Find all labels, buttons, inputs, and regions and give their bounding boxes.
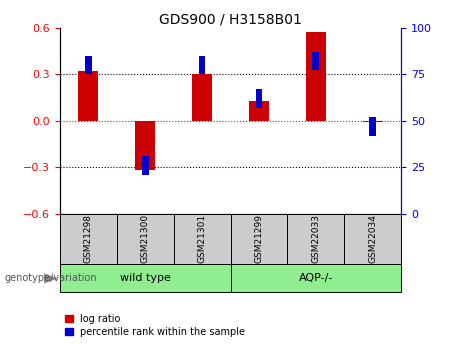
Text: GSM21301: GSM21301 <box>198 214 207 264</box>
Bar <box>85 56 92 74</box>
Bar <box>60 214 117 264</box>
Bar <box>199 56 206 74</box>
Bar <box>174 214 230 264</box>
Bar <box>344 214 401 264</box>
Bar <box>287 214 344 264</box>
Bar <box>255 89 262 108</box>
Text: wild type: wild type <box>120 273 171 283</box>
Polygon shape <box>44 273 58 284</box>
Bar <box>78 71 98 121</box>
Bar <box>230 264 401 292</box>
Text: AQP-/-: AQP-/- <box>299 273 333 283</box>
Bar <box>192 74 212 121</box>
Text: GDS900 / H3158B01: GDS900 / H3158B01 <box>159 12 302 26</box>
Bar <box>117 214 174 264</box>
Bar <box>363 121 383 122</box>
Bar <box>249 101 269 121</box>
Bar <box>135 121 155 170</box>
Bar <box>60 264 230 292</box>
Bar <box>369 117 376 136</box>
Text: genotype/variation: genotype/variation <box>5 274 97 283</box>
Bar <box>306 32 326 121</box>
Bar <box>142 156 148 175</box>
Text: GSM22033: GSM22033 <box>311 214 320 264</box>
Bar <box>230 214 287 264</box>
Text: GSM21299: GSM21299 <box>254 214 263 264</box>
Text: GSM22034: GSM22034 <box>368 215 377 263</box>
Text: GSM21300: GSM21300 <box>141 214 150 264</box>
Bar <box>313 52 319 70</box>
Text: GSM21298: GSM21298 <box>84 214 93 264</box>
Legend: log ratio, percentile rank within the sample: log ratio, percentile rank within the sa… <box>65 314 245 337</box>
